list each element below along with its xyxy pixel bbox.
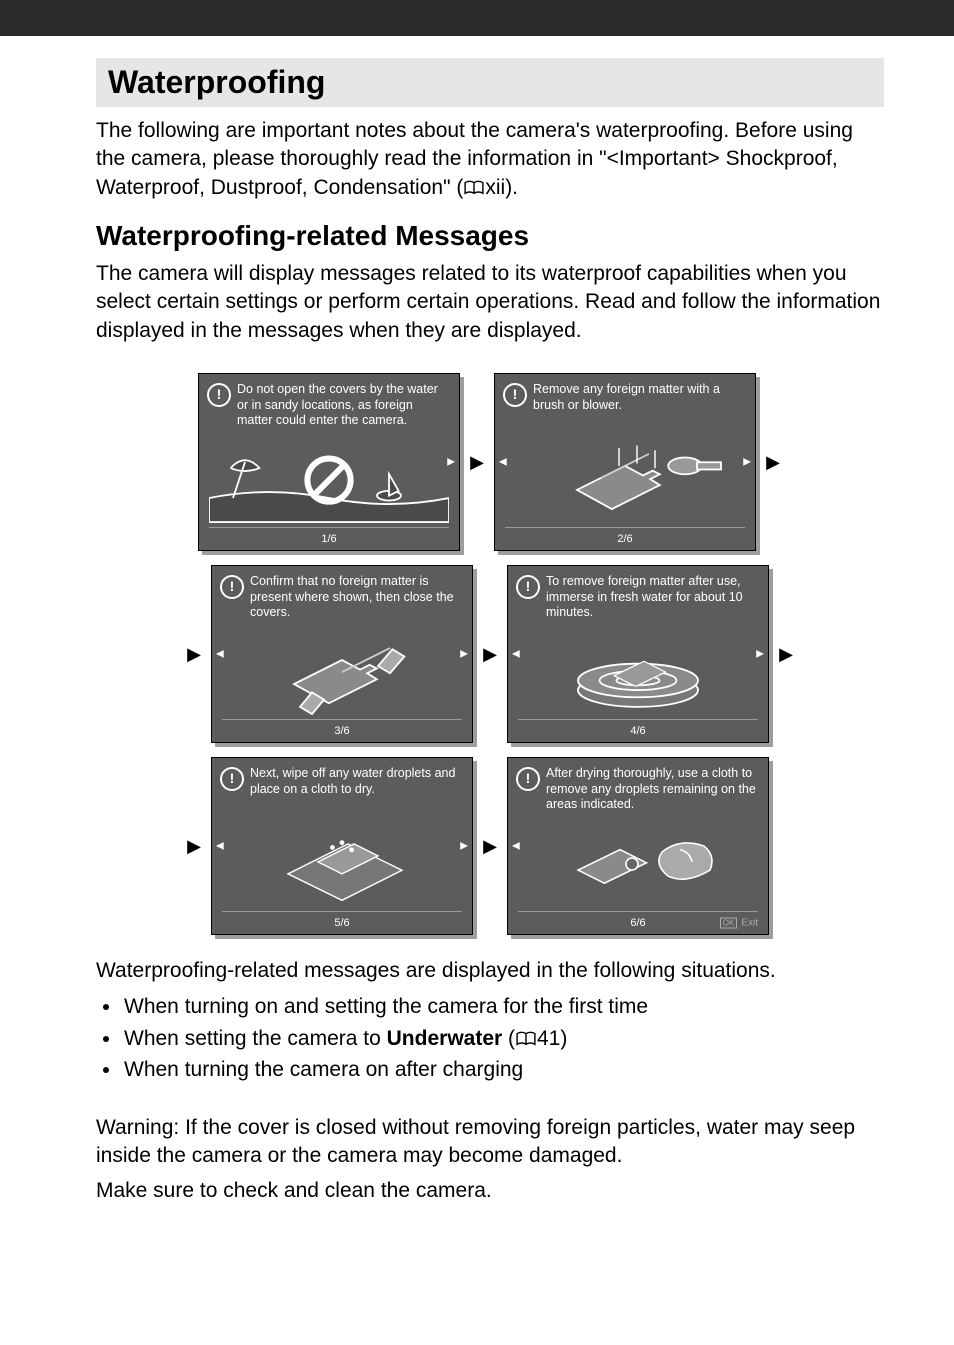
message-screen-2: ! Remove any foreign matter with a brush…: [494, 373, 756, 551]
diagram-row: ▶ ! Next, wipe off any water droplets an…: [96, 757, 884, 935]
screen-message-text: Remove any foreign matter with a brush o…: [533, 382, 745, 413]
warning-paragraph-2: Make sure to check and clean the camera.: [96, 1177, 884, 1205]
diagram-row: ! Do not open the covers by the water or…: [96, 373, 884, 551]
flow-arrow-icon: ▶: [185, 836, 203, 857]
nav-left-icon: ◀: [499, 457, 507, 468]
list-item-text-post-pre: (: [502, 1027, 515, 1050]
nav-right-icon: ▶: [460, 649, 468, 660]
screen-message-text: Confirm that no foreign matter is presen…: [250, 574, 462, 621]
screen-message: ! Remove any foreign matter with a brush…: [495, 374, 755, 417]
flow-arrow-icon: ▶: [185, 644, 203, 665]
nav-left-icon: ◀: [216, 841, 224, 852]
screen-illustration-dry: [212, 801, 472, 911]
screen-message-text: After drying thoroughly, use a cloth to …: [546, 766, 758, 813]
flow-arrow-icon: ▶: [481, 644, 499, 665]
situations-intro: Waterproofing-related messages are displ…: [96, 957, 884, 985]
screen-footer: 5/6: [222, 911, 462, 934]
nav-right-icon: ▶: [743, 457, 751, 468]
warning-icon: !: [220, 575, 244, 599]
screen-message-text: To remove foreign matter after use, imme…: [546, 574, 758, 621]
screen-message: ! After drying thoroughly, use a cloth t…: [508, 758, 768, 817]
screen-message-text: Do not open the covers by the water or i…: [237, 382, 449, 429]
book-icon: [515, 1031, 537, 1047]
sub-intro: The camera will display messages related…: [96, 260, 884, 345]
message-screen-1: ! Do not open the covers by the water or…: [198, 373, 460, 551]
screen-footer: 3/6: [222, 719, 462, 742]
screen-footer: 4/6: [518, 719, 758, 742]
page-indicator: 1/6: [321, 533, 336, 545]
warning-icon: !: [207, 383, 231, 407]
intro-text-post: xii).: [485, 176, 518, 199]
screen-message: ! Do not open the covers by the water or…: [199, 374, 459, 433]
diagram-row: ▶ ! Confirm that no foreign matter is pr…: [96, 565, 884, 743]
list-item: When turning on and setting the camera f…: [122, 991, 884, 1023]
screen-illustration-immerse: [508, 625, 768, 719]
situations-list: When turning on and setting the camera f…: [96, 991, 884, 1086]
nav-right-icon: ▶: [460, 841, 468, 852]
message-screen-5: ! Next, wipe off any water droplets and …: [211, 757, 473, 935]
message-screen-6: ! After drying thoroughly, use a cloth t…: [507, 757, 769, 935]
page-indicator: 5/6: [334, 917, 349, 929]
nav-right-icon: ▶: [447, 457, 455, 468]
exit-hint: OK Exit: [720, 918, 758, 929]
ok-badge: OK: [720, 918, 738, 929]
warning-icon: !: [503, 383, 527, 407]
book-icon: [463, 180, 485, 196]
nav-left-icon: ◀: [512, 841, 520, 852]
subheading: Waterproofing-related Messages: [96, 220, 884, 252]
warning-icon: !: [516, 575, 540, 599]
message-screen-3: ! Confirm that no foreign matter is pres…: [211, 565, 473, 743]
screen-illustration-beach: [199, 433, 459, 527]
flow-arrow-icon: ▶: [481, 836, 499, 857]
list-item-bold: Underwater: [387, 1027, 503, 1050]
page-indicator: 6/6: [630, 917, 645, 929]
screen-message: ! Next, wipe off any water droplets and …: [212, 758, 472, 801]
flow-arrow-icon: ▶: [777, 644, 795, 665]
page-indicator: 2/6: [617, 533, 632, 545]
message-diagram: ! Do not open the covers by the water or…: [96, 373, 884, 935]
screen-footer: 6/6 OK Exit: [518, 911, 758, 934]
nav-right-icon: ▶: [756, 649, 764, 660]
intro-paragraph: The following are important notes about …: [96, 117, 884, 202]
screen-message: ! Confirm that no foreign matter is pres…: [212, 566, 472, 625]
screen-message-text: Next, wipe off any water droplets and pl…: [250, 766, 462, 797]
section-title: Waterproofing: [96, 58, 884, 107]
page-indicator: 4/6: [630, 725, 645, 737]
screen-illustration-brush: [495, 417, 755, 527]
warning-paragraph-1: Warning: If the cover is closed without …: [96, 1114, 884, 1171]
list-item-text-pre: When setting the camera to: [124, 1027, 387, 1050]
warning-icon: !: [516, 767, 540, 791]
nav-left-icon: ◀: [216, 649, 224, 660]
list-item: When turning the camera on after chargin…: [122, 1054, 884, 1086]
screen-illustration-covers: [212, 625, 472, 719]
list-item: When setting the camera to Underwater (4…: [122, 1023, 884, 1055]
message-screen-4: ! To remove foreign matter after use, im…: [507, 565, 769, 743]
warning-icon: !: [220, 767, 244, 791]
list-item-text-post-num: 41): [537, 1027, 567, 1050]
exit-label: Exit: [741, 918, 758, 929]
header-bar: [0, 0, 954, 36]
flow-arrow-icon: ▶: [764, 452, 782, 473]
page-content: Waterproofing The following are importan…: [0, 36, 954, 1251]
nav-left-icon: ◀: [512, 649, 520, 660]
screen-footer: 1/6: [209, 527, 449, 550]
page-indicator: 3/6: [334, 725, 349, 737]
screen-message: ! To remove foreign matter after use, im…: [508, 566, 768, 625]
flow-arrow-icon: ▶: [468, 452, 486, 473]
screen-illustration-wipe: [508, 817, 768, 911]
screen-footer: 2/6: [505, 527, 745, 550]
